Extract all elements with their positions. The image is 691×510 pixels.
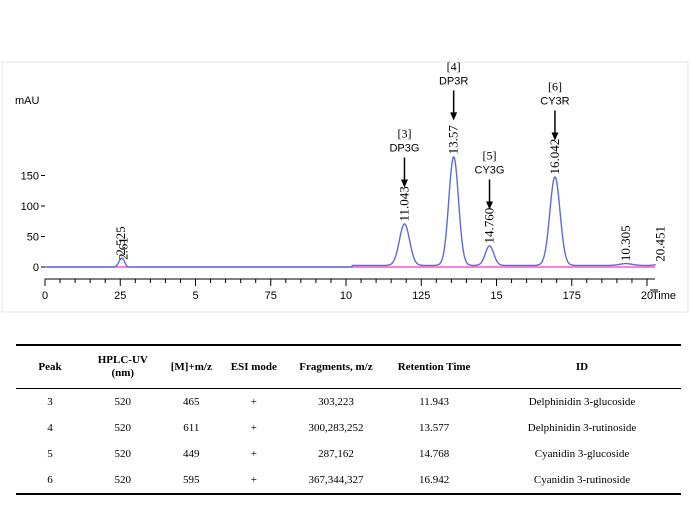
peak-tag-label: [6] — [548, 80, 562, 94]
cell-retention-time: 13.577 — [418, 422, 450, 434]
cell-id: Delphinidin 3-glucoside — [528, 396, 636, 408]
x-tick-label: 10 — [340, 290, 352, 302]
peak-rt-label: 2.525 — [113, 226, 128, 255]
cell-fragments: 303,223 — [318, 396, 354, 408]
x-tick-label: 5 — [192, 290, 198, 302]
table-header-row: Peak HPLC-UV (nm) [M]+m/z ESI mode Fragm… — [16, 345, 681, 389]
cell-id: Cyanidin 3-glucoside — [534, 448, 630, 460]
cell-mz: 595 — [183, 474, 200, 486]
cell-retention-time: 11.943 — [419, 396, 450, 408]
peak-tag-label: [4] — [447, 59, 461, 73]
cell-esi-mode: + — [250, 396, 257, 408]
cell-esi-mode: + — [250, 422, 257, 434]
x-axis-label: Time — [652, 290, 676, 302]
cell-peak: 3 — [47, 396, 53, 408]
col-header-mz: [M]+m/z — [170, 360, 212, 373]
peak-rt-label: 20.451 — [653, 226, 668, 262]
x-tick-label: 0 — [42, 290, 48, 302]
peak-rt-label: 11.043 — [396, 186, 411, 221]
x-tick-label: 20 — [641, 290, 653, 302]
peak-rt-label: 14.760 — [482, 208, 497, 244]
cell-hplc-uv: 520 — [114, 396, 132, 408]
peak-rt-label: 13.57 — [446, 125, 461, 155]
peak-rt-label: 10.305 — [618, 225, 633, 261]
cell-retention-time: 16.942 — [418, 474, 450, 486]
col-header-peak: Peak — [38, 360, 62, 373]
cell-fragments: 300,283,252 — [308, 422, 364, 434]
cell-fragments: 367,344,327 — [308, 474, 364, 486]
cell-id: Cyanidin 3-rutinoside — [533, 474, 631, 486]
peak-arrow-head — [450, 112, 458, 121]
cell-peak: 4 — [47, 422, 53, 434]
peak-arrow-head — [400, 179, 408, 188]
plot-frame — [1, 61, 689, 313]
peak-name-label: DP3G — [389, 143, 419, 155]
cell-retention-time: 14.768 — [418, 448, 450, 460]
col-header-hplc-uv-text: HPLC-UV (nm) — [97, 354, 148, 379]
table-row: 3 520 465 + 303,223 11.943 Delphinidin 3… — [16, 389, 681, 416]
cell-mz: 611 — [183, 422, 200, 434]
table-row: 5 520 449 + 287,162 14.768 Cyanidin 3-gl… — [16, 441, 681, 467]
chromatogram-panel: mAU 150 100 50 0 0 25 5 75 10 125 15 175 20 Time 2.525 2… — [1, 59, 689, 313]
cell-fragments: 287,162 — [318, 448, 354, 460]
y-tick-label: 150 — [21, 171, 39, 183]
x-tick-label: 15 — [490, 290, 502, 302]
x-tick-label: 75 — [265, 290, 277, 302]
y-tick-label: 100 — [21, 201, 39, 213]
peak-name-label: CY3R — [540, 96, 569, 108]
cell-mz: 449 — [183, 448, 200, 460]
cell-id: Delphinidin 3-rutinoside — [527, 422, 637, 434]
table-row: 6 520 595 + 367,344,327 16.942 Cyanidin … — [16, 467, 681, 494]
col-header-fragments: Fragments, m/z — [299, 360, 373, 373]
x-tick-label: 25 — [114, 290, 126, 302]
cell-hplc-uv: 520 — [114, 448, 132, 460]
y-tick-label: 50 — [27, 232, 39, 244]
cell-peak: 6 — [47, 474, 53, 486]
col-header-hplc-uv: HPLC-UV (nm) — [84, 345, 162, 389]
table-row: 4 520 611 + 300,283,252 13.577 Delphinid… — [16, 415, 681, 441]
peak-name-label: DP3R — [439, 75, 468, 87]
peak-table-grid: Peak HPLC-UV (nm) [M]+m/z ESI mode Fragm… — [16, 344, 681, 495]
peak-arrow-head — [551, 132, 559, 141]
peak-name-label: CY3G — [475, 164, 505, 176]
chromatogram-trace — [45, 156, 656, 268]
cell-hplc-uv: 520 — [114, 422, 132, 434]
y-axis-label: mAU — [15, 95, 40, 107]
cell-hplc-uv: 520 — [114, 474, 132, 486]
cell-peak: 5 — [47, 448, 53, 460]
peak-tag-label: [5] — [483, 148, 497, 162]
col-header-retention-time: Retention Time — [397, 360, 471, 373]
cell-esi-mode: + — [250, 474, 257, 486]
cell-esi-mode: + — [250, 448, 257, 460]
x-tick-label: 125 — [412, 290, 430, 302]
cell-mz: 465 — [183, 396, 200, 408]
col-header-esi-mode: ESI mode — [230, 360, 277, 373]
x-tick-label: 175 — [563, 290, 581, 302]
col-header-id: ID — [575, 360, 589, 373]
peak-tag-label: [3] — [397, 127, 411, 141]
y-tick-label: 0 — [33, 262, 39, 274]
peak-rt-label: 16.042 — [547, 139, 562, 175]
peak-table: Peak HPLC-UV (nm) [M]+m/z ESI mode Fragm… — [16, 344, 681, 495]
peak-rt-label: 2.61 — [116, 237, 131, 260]
peak-arrow-head — [486, 201, 494, 210]
